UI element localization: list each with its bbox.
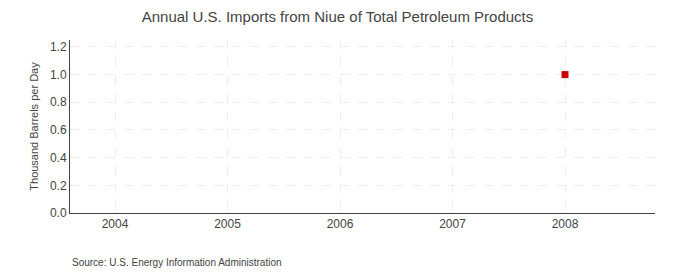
svg-text:0.2: 0.2 — [50, 179, 67, 193]
svg-text:2005: 2005 — [214, 217, 241, 231]
svg-text:0.6: 0.6 — [50, 123, 67, 137]
svg-text:Annual U.S. Imports from Niue: Annual U.S. Imports from Niue of Total P… — [142, 8, 534, 25]
svg-text:2007: 2007 — [439, 217, 466, 231]
svg-text:0.4: 0.4 — [50, 151, 67, 165]
svg-text:0.8: 0.8 — [50, 95, 67, 109]
svg-text:Thousand Barrels per Day: Thousand Barrels per Day — [28, 62, 40, 191]
svg-text:2008: 2008 — [552, 217, 579, 231]
svg-text:2004: 2004 — [102, 217, 129, 231]
svg-text:2006: 2006 — [327, 217, 354, 231]
svg-text:0.0: 0.0 — [50, 206, 67, 220]
svg-text:Source: U.S. Energy Informatio: Source: U.S. Energy Information Administ… — [72, 257, 282, 268]
svg-text:1.0: 1.0 — [50, 68, 67, 82]
svg-text:1.2: 1.2 — [50, 40, 67, 54]
